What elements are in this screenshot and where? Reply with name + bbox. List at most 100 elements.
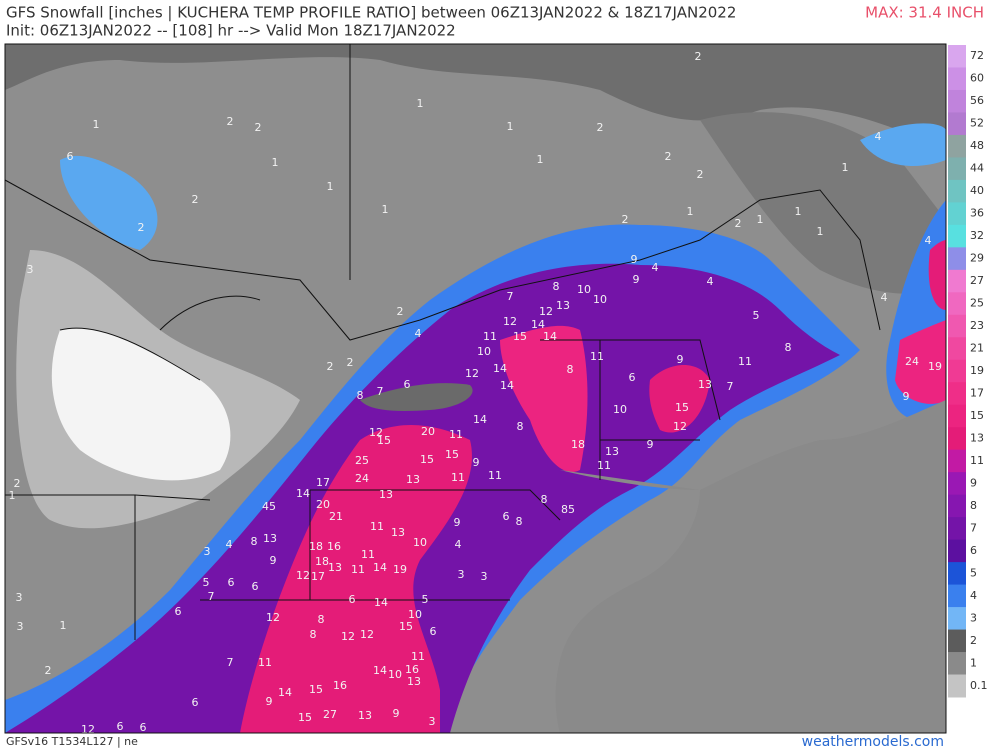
map-label: 1 bbox=[272, 156, 279, 169]
map-label: 2 bbox=[735, 217, 742, 230]
map-label: 12 bbox=[369, 426, 383, 439]
color-swatch bbox=[948, 157, 966, 181]
colorbar-label: 13 bbox=[970, 431, 984, 444]
map-label: 10 bbox=[388, 668, 402, 681]
colorbar-label: 0.1 bbox=[970, 679, 988, 692]
map-label: 13 bbox=[328, 561, 342, 574]
map-label: 15 bbox=[309, 683, 323, 696]
map-label: 17 bbox=[316, 476, 330, 489]
map-label: 14 bbox=[373, 561, 387, 574]
map-label: 11 bbox=[590, 350, 604, 363]
colorbar-label: 27 bbox=[970, 274, 984, 287]
map-label: 8 bbox=[310, 628, 317, 641]
map-label: 3 bbox=[204, 545, 211, 558]
colorbar-label: 7 bbox=[970, 521, 977, 534]
map-label: 12 bbox=[465, 367, 479, 380]
colorbar-label: 17 bbox=[970, 386, 984, 399]
map-label: 1 bbox=[9, 489, 16, 502]
map-label: 24 bbox=[905, 355, 919, 368]
color-swatch bbox=[948, 382, 966, 406]
map-label: 11 bbox=[738, 355, 752, 368]
map-label: 12 bbox=[81, 723, 95, 736]
map-label: 15 bbox=[445, 448, 459, 461]
map-label: 2 bbox=[138, 221, 145, 234]
colorbar-label: 2 bbox=[970, 634, 977, 647]
map-label: 24 bbox=[355, 472, 369, 485]
map-label: 19 bbox=[928, 360, 942, 373]
map-label: 11 bbox=[483, 330, 497, 343]
map-label: 2 bbox=[695, 50, 702, 63]
map-label: 12 bbox=[503, 315, 517, 328]
map-label: 14 bbox=[278, 686, 292, 699]
map-label: 7 bbox=[507, 290, 514, 303]
map-label: 8 bbox=[541, 493, 548, 506]
map-label: 13 bbox=[406, 473, 420, 486]
map-label: 4 bbox=[415, 327, 422, 340]
map-label: 3 bbox=[429, 715, 436, 728]
color-swatch bbox=[948, 562, 966, 586]
map-label: 6 bbox=[67, 150, 74, 163]
colorbar-label: 19 bbox=[970, 364, 984, 377]
color-swatch bbox=[948, 494, 966, 518]
color-swatch bbox=[948, 224, 966, 248]
map-label: 4 bbox=[881, 291, 888, 304]
map-label: 8 bbox=[567, 363, 574, 376]
map-label: 11 bbox=[351, 563, 365, 576]
map-label: 10 bbox=[593, 293, 607, 306]
map-label: 10 bbox=[477, 345, 491, 358]
map-label: 6 bbox=[140, 721, 147, 734]
map-label: 45 bbox=[262, 500, 276, 513]
map-label: 9 bbox=[266, 695, 273, 708]
map-label: 6 bbox=[404, 378, 411, 391]
color-swatch bbox=[948, 517, 966, 541]
map-label: 11 bbox=[258, 656, 272, 669]
map-label: 2 bbox=[347, 356, 354, 369]
color-swatch bbox=[948, 112, 966, 136]
map-label: 6 bbox=[117, 720, 124, 733]
map-label: 2 bbox=[14, 477, 21, 490]
ocean bbox=[555, 400, 946, 733]
map-label: 1 bbox=[817, 225, 824, 238]
map-label: 3 bbox=[481, 570, 488, 583]
map-label: 9 bbox=[633, 273, 640, 286]
dark-gray bbox=[5, 44, 946, 150]
map-label: 13 bbox=[698, 378, 712, 391]
colorbar-label: 11 bbox=[970, 454, 984, 467]
map-label: 1 bbox=[687, 205, 694, 218]
map-label: 15 bbox=[420, 453, 434, 466]
color-swatch bbox=[948, 89, 966, 113]
colorbar-label: 60 bbox=[970, 72, 984, 85]
colorbar-label: 15 bbox=[970, 409, 984, 422]
colorbar-label: 52 bbox=[970, 117, 984, 130]
map-label: 20 bbox=[421, 425, 435, 438]
map-label: 12 bbox=[341, 630, 355, 643]
map-label: 9 bbox=[454, 516, 461, 529]
colorbar-label: 3 bbox=[970, 611, 977, 624]
map-label: 6 bbox=[349, 593, 356, 606]
colorbar-label: 21 bbox=[970, 342, 984, 355]
map-label: 8 bbox=[785, 341, 792, 354]
map-label: 11 bbox=[597, 459, 611, 472]
map-label: 2 bbox=[192, 193, 199, 206]
lake bbox=[360, 383, 473, 411]
map-label: 27 bbox=[323, 708, 337, 721]
colorbar-label: 72 bbox=[970, 49, 984, 62]
map-label: 2 bbox=[327, 360, 334, 373]
color-swatch bbox=[948, 629, 966, 653]
map-label: 17 bbox=[311, 570, 325, 583]
pink-area bbox=[895, 320, 946, 404]
map-label: 1 bbox=[842, 161, 849, 174]
map-label: 16 bbox=[327, 540, 341, 553]
map-label: 13 bbox=[391, 526, 405, 539]
colorbar: 7260565248444036322927252321191715131198… bbox=[948, 45, 988, 698]
map-label: 1 bbox=[757, 213, 764, 226]
color-swatch bbox=[948, 337, 966, 361]
map-label: 13 bbox=[407, 675, 421, 688]
map-label: 14 bbox=[543, 330, 557, 343]
map-label: 7 bbox=[377, 385, 384, 398]
map-label: 8 bbox=[553, 280, 560, 293]
map-label: 4 bbox=[925, 234, 932, 247]
colorbar-label: 9 bbox=[970, 476, 977, 489]
map-label: 4 bbox=[226, 538, 233, 551]
